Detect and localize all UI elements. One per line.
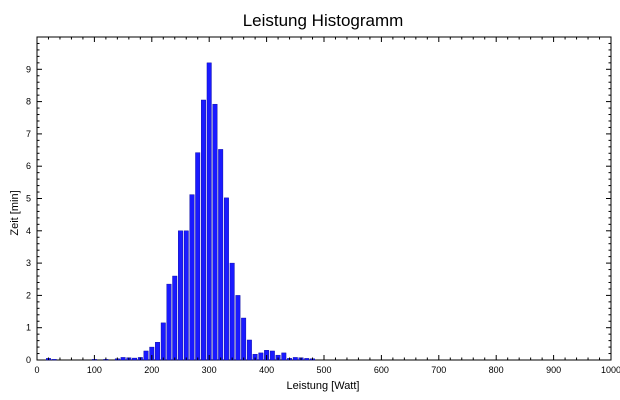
histogram-bar bbox=[292, 357, 298, 361]
x-tick-label: 600 bbox=[374, 365, 389, 375]
y-tick-label: 2 bbox=[26, 290, 31, 300]
histogram-bar bbox=[218, 149, 224, 361]
histogram-bar bbox=[201, 99, 206, 361]
y-axis-label: Zeit [min] bbox=[9, 190, 21, 235]
histogram-bar bbox=[166, 283, 172, 361]
histogram-bar bbox=[206, 62, 212, 361]
x-axis-ticks: 0 100 200 300 400 500 600 700 800 900 1000 bbox=[34, 37, 620, 375]
histogram-bar bbox=[155, 342, 160, 361]
y-tick-label: 9 bbox=[26, 64, 31, 74]
x-axis-label: Leistung [Watt] bbox=[287, 380, 360, 392]
histogram-bar bbox=[183, 230, 189, 361]
histogram-bar bbox=[241, 317, 247, 361]
histogram-bar bbox=[178, 230, 183, 361]
x-tick-label: 400 bbox=[259, 365, 274, 375]
x-tick-label: 800 bbox=[489, 365, 504, 375]
histogram-bar bbox=[281, 352, 287, 361]
x-tick-label: 300 bbox=[202, 365, 217, 375]
y-tick-label: 3 bbox=[26, 258, 31, 268]
x-tick-label: 200 bbox=[144, 365, 159, 375]
histogram-bar bbox=[160, 322, 166, 361]
histogram-bar bbox=[229, 262, 235, 361]
y-tick-label: 7 bbox=[26, 129, 31, 139]
histogram-bar bbox=[195, 152, 201, 361]
y-tick-label: 8 bbox=[26, 97, 31, 107]
histogram-bar bbox=[223, 197, 229, 361]
histogram-bar bbox=[235, 295, 241, 361]
histogram-bar bbox=[120, 357, 126, 361]
histogram-bar bbox=[269, 350, 275, 361]
x-tick-label: 0 bbox=[34, 365, 39, 375]
x-tick-label: 900 bbox=[546, 365, 561, 375]
histogram-bar bbox=[212, 103, 218, 361]
x-tick-label: 100 bbox=[87, 365, 102, 375]
histogram-bar bbox=[189, 194, 195, 361]
y-tick-label: 4 bbox=[26, 226, 31, 236]
x-tick-label: 1000 bbox=[601, 365, 620, 375]
x-tick-label: 500 bbox=[316, 365, 331, 375]
histogram-bar bbox=[258, 352, 264, 361]
y-axis-ticks: 0 1 2 3 4 5 6 7 8 9 bbox=[26, 42, 611, 365]
y-tick-label: 1 bbox=[26, 323, 31, 333]
histogram-bar bbox=[246, 339, 252, 361]
chart-title: Leistung Histogramm bbox=[243, 11, 404, 30]
histogram-bar bbox=[172, 275, 178, 361]
y-tick-label: 0 bbox=[26, 355, 31, 365]
histogram-bar bbox=[304, 358, 310, 361]
y-tick-label: 6 bbox=[26, 161, 31, 171]
x-tick-label: 700 bbox=[431, 365, 446, 375]
histogram-bar bbox=[143, 350, 149, 361]
histogram-bar bbox=[132, 357, 138, 361]
histogram-bar bbox=[51, 359, 57, 361]
y-tick-label: 5 bbox=[26, 194, 31, 204]
